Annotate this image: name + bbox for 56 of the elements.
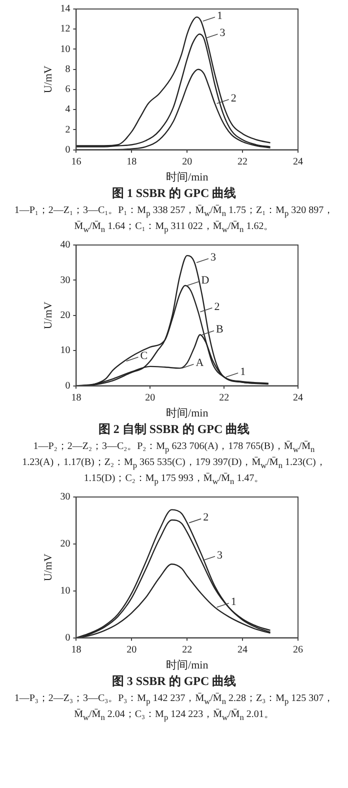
text: 1—P₃；2—Z₃；3—C₃。P₃：M$_{p}$ 142 237，M̄$_{w}$/M̄$_{n}$ 2.28；Z₃：M$_{p}$ 125 307，M̄$_{w}$/M̄$_{n}$ 2.04；C₃：M$_{p}$ 124 223，M̄$_{w}$/M̄$_{n}$ 2.01。 bbox=[14, 693, 334, 722]
y-tick-label: 20 bbox=[60, 538, 70, 550]
y-tick-label: 0 bbox=[65, 632, 70, 644]
x-axis-title: 时间/min bbox=[166, 658, 209, 672]
annotation: 3 bbox=[220, 27, 226, 40]
x-tick-label: 20 bbox=[182, 156, 192, 168]
annotation: 1 bbox=[230, 596, 236, 608]
annotation: 3 bbox=[216, 549, 223, 562]
y-tick-label: 6 bbox=[65, 84, 70, 96]
annotation: B bbox=[216, 324, 224, 336]
y-tick-label: 10 bbox=[60, 585, 70, 596]
y-axis-title: U/mV bbox=[42, 554, 54, 582]
y-tick-label: 0 bbox=[65, 144, 70, 156]
annotation: C bbox=[140, 350, 148, 362]
x-tick-label: 26 bbox=[293, 644, 303, 656]
y-tick-label: 10 bbox=[60, 44, 70, 55]
x-tick-label: 24 bbox=[293, 392, 303, 404]
text: 1—P₁；2—Z₁；3—C₁。P₁：M$_{p}$ 338 257，M̄$_{w}$/M̄$_{n}$ 1.75；Z₁：M$_{p}$ 320 897，M̄$_{w}$/M̄$_{n}$ 1.64；C₁：M$_{p}$ 311 022，M̄$_{w}$/M̄$_{n}$ 1.62。 bbox=[14, 205, 334, 234]
y-tick-label: 14 bbox=[60, 4, 70, 15]
annotation: D bbox=[201, 274, 210, 286]
x-tick-label: 20 bbox=[145, 392, 156, 404]
y-axis-title: U/mV bbox=[42, 302, 54, 330]
x-tick-label: 18 bbox=[71, 392, 82, 404]
text: 图 2 自制 SSBR 的 GPC 曲线 bbox=[97, 421, 251, 438]
y-tick-label: 20 bbox=[60, 310, 70, 322]
annotation: 2 bbox=[230, 92, 236, 104]
x-tick-label: 16 bbox=[71, 156, 82, 168]
text: 图 3 SSBR 的 GPC 曲线 bbox=[110, 673, 238, 690]
x-tick-label: 18 bbox=[126, 156, 137, 168]
text: 1—P₂；2—Z₂；3—C₂。P₂：M$_{p}$ 623 706(A)，178 765(B)，M̄$_{w}$/M̄$_{n}$ 1.23(A)，1.17(B)；Z₂：M$_{p}$ 365 535(C)，179 397(D)，M̄$_{w}$/M̄$_{n}$ 1.23(C)，1.15(D)；C₂：M$_{p}$ 175 993，M̄$_{w}$/M̄$_{n}$ 1.47。 bbox=[22, 441, 326, 486]
x-tick-label: 24 bbox=[293, 156, 303, 168]
annotation: 2 bbox=[203, 512, 209, 524]
x-tick-label: 20 bbox=[126, 644, 137, 656]
text: 图 1 SSBR 的 GPC 曲线 bbox=[110, 185, 238, 202]
y-tick-label: 12 bbox=[60, 24, 70, 35]
x-tick-label: 22 bbox=[238, 156, 248, 168]
x-tick-label: 22 bbox=[219, 392, 230, 404]
y-tick-label: 30 bbox=[60, 492, 70, 503]
y-tick-label: 0 bbox=[65, 380, 70, 392]
x-tick-label: 22 bbox=[182, 644, 192, 656]
y-tick-label: 40 bbox=[60, 240, 70, 251]
annotation: 2 bbox=[214, 300, 220, 313]
x-axis-title: 时间/min bbox=[166, 170, 209, 184]
y-tick-label: 2 bbox=[65, 124, 70, 136]
x-tick-label: 18 bbox=[71, 644, 82, 656]
y-tick-label: 4 bbox=[65, 104, 70, 116]
annotation: 1 bbox=[240, 366, 246, 378]
y-axis-title: U/mV bbox=[42, 66, 54, 94]
x-axis-title: 时间/min bbox=[166, 406, 209, 420]
x-tick-label: 24 bbox=[238, 644, 248, 656]
annotation: A bbox=[196, 357, 204, 370]
annotation: 3 bbox=[210, 251, 216, 264]
y-tick-label: 10 bbox=[60, 345, 70, 356]
y-tick-label: 30 bbox=[60, 274, 70, 286]
y-tick-label: 8 bbox=[65, 64, 70, 75]
annotation: 1 bbox=[216, 10, 222, 22]
